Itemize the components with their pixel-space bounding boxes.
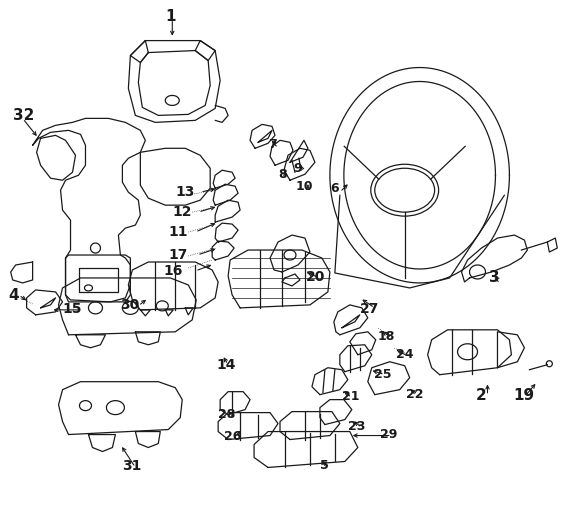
Text: 32: 32: [12, 108, 34, 123]
Text: 17: 17: [168, 248, 188, 262]
Text: 21: 21: [342, 390, 359, 403]
Text: 12: 12: [172, 205, 192, 219]
Text: 24: 24: [396, 348, 413, 361]
Text: 5: 5: [320, 459, 329, 472]
Text: 3: 3: [490, 270, 500, 285]
Text: 7: 7: [268, 138, 277, 151]
Text: 28: 28: [218, 407, 236, 421]
Text: 22: 22: [406, 387, 423, 401]
Text: 25: 25: [374, 368, 391, 381]
Text: 14: 14: [216, 358, 236, 372]
Text: 1: 1: [165, 9, 176, 24]
Text: 20: 20: [306, 270, 325, 284]
Text: 11: 11: [168, 225, 188, 239]
Text: 16: 16: [164, 264, 183, 278]
Text: 4: 4: [8, 288, 19, 303]
Text: 18: 18: [378, 330, 395, 343]
Text: 27: 27: [360, 302, 379, 316]
Text: 19: 19: [513, 387, 535, 403]
Text: 13: 13: [175, 185, 195, 199]
Text: 29: 29: [380, 427, 397, 440]
Text: 6: 6: [330, 182, 338, 195]
Text: 23: 23: [348, 419, 365, 433]
Text: 30: 30: [120, 298, 140, 312]
Text: 15: 15: [63, 302, 82, 316]
Text: 26: 26: [224, 429, 241, 443]
Text: 2: 2: [475, 387, 486, 403]
Text: 31: 31: [122, 459, 142, 474]
Text: 10: 10: [296, 180, 314, 193]
Text: 8: 8: [278, 168, 287, 181]
Text: 9: 9: [293, 162, 302, 175]
